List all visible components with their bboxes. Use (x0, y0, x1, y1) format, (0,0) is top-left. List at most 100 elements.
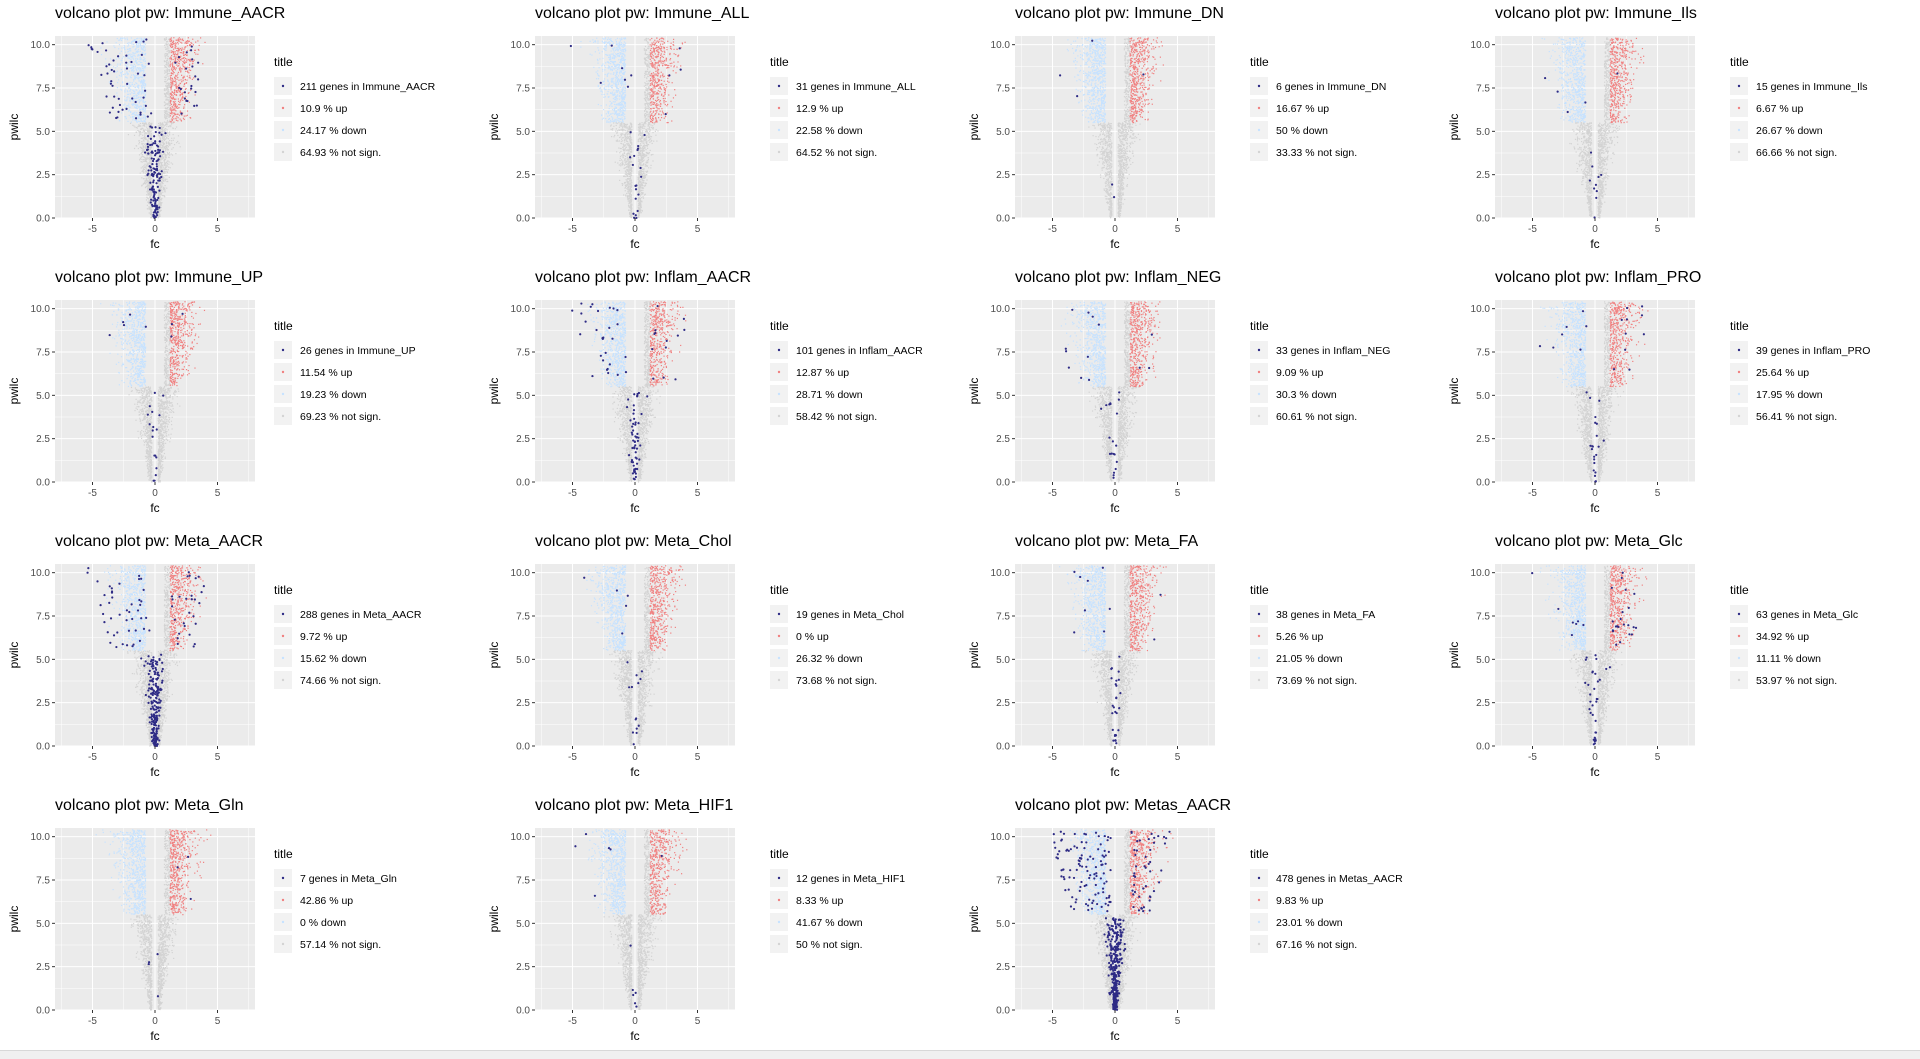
pathway-gene-point (111, 592, 113, 594)
pathway-gene-point (203, 585, 205, 587)
legend-key-dot (1258, 877, 1260, 879)
pathway-gene-point (161, 170, 163, 172)
pathway-gene-point (150, 166, 152, 168)
y-tick-label: 7.5 (996, 348, 1010, 359)
pathway-gene-point (158, 714, 160, 716)
pathway-gene-point (158, 414, 160, 416)
pathway-gene-point (189, 575, 191, 577)
pathway-gene-point (635, 188, 637, 190)
pathway-gene-point (1612, 629, 1614, 631)
pathway-gene-point (651, 348, 653, 350)
legend-entry: 11.54 % up (300, 367, 353, 379)
legend-entry: 12.9 % up (796, 103, 843, 115)
pathway-gene-point (178, 633, 180, 635)
legend-key-dot (1258, 349, 1260, 351)
legend-title: title (274, 319, 293, 333)
legend-entry: 64.52 % not sign. (796, 147, 877, 159)
legend-entry: 63 genes in Meta_Glc (1756, 609, 1858, 621)
pathway-gene-point (637, 422, 639, 424)
pathway-gene-point (155, 131, 157, 133)
pathway-gene-point (1139, 367, 1141, 369)
y-tick-label: 10.0 (1471, 304, 1491, 315)
pathway-gene-point (652, 378, 654, 380)
pathway-gene-point (570, 45, 572, 47)
pathway-gene-point (637, 147, 639, 149)
chart-title: volcano plot pw: Inflam_NEG (1015, 269, 1221, 286)
legend-title: title (1730, 55, 1749, 69)
pathway-gene-point (153, 743, 155, 745)
pathway-gene-point (626, 406, 628, 408)
pathway-gene-point (191, 58, 193, 60)
pathway-gene-point (1114, 735, 1116, 737)
legend-entry: 288 genes in Meta_AACR (300, 609, 422, 621)
pathway-gene-point (195, 623, 197, 625)
pathway-gene-point (153, 454, 155, 456)
pathway-gene-point (1088, 899, 1090, 901)
pathway-gene-point (1117, 729, 1119, 731)
pathway-gene-point (153, 724, 155, 726)
pathway-gene-point (1108, 927, 1110, 929)
pathway-gene-point (1087, 580, 1089, 582)
pathway-gene-point (102, 613, 104, 615)
pathway-gene-point (149, 423, 151, 425)
pathway-gene-point (151, 188, 153, 190)
pathway-gene-point (1593, 739, 1595, 741)
y-tick-label: 10.0 (991, 568, 1011, 579)
pathway-gene-point (1567, 111, 1569, 113)
pathway-gene-point (1076, 847, 1078, 849)
x-tick-label: 0 (1112, 1016, 1118, 1027)
pathway-gene-point (111, 596, 113, 598)
pathway-gene-point (1595, 454, 1597, 456)
pathway-gene-point (1585, 325, 1587, 327)
legend-key-dot (778, 371, 780, 373)
pathway-gene-point (109, 642, 111, 644)
legend-key-dot (282, 151, 284, 153)
pathway-gene-point (156, 730, 158, 732)
pathway-gene-point (1119, 929, 1121, 931)
pathway-gene-point (637, 440, 639, 442)
legend-entry: 11.11 % down (1756, 653, 1821, 665)
pathway-gene-point (639, 444, 641, 446)
pathway-gene-point (198, 602, 200, 604)
pathway-gene-point (147, 689, 149, 691)
y-tick-label: 7.5 (36, 876, 50, 887)
pathway-gene-point (1575, 623, 1577, 625)
legend-title: title (274, 847, 293, 861)
pathway-gene-point (1088, 877, 1090, 879)
pathway-gene-point (1153, 842, 1155, 844)
pathway-gene-point (159, 140, 161, 142)
y-tick-label: 7.5 (36, 348, 50, 359)
legend-entry: 64.93 % not sign. (300, 147, 381, 159)
legend-entry: 58.42 % not sign. (796, 411, 877, 423)
pathway-gene-point (1138, 896, 1140, 898)
pathway-gene-point (1085, 866, 1087, 868)
legend-key-dot (1738, 129, 1740, 131)
pathway-gene-point (143, 628, 145, 630)
pathway-gene-point (1158, 881, 1160, 883)
y-tick-label: 0.0 (36, 1006, 50, 1017)
pathway-gene-point (1633, 626, 1635, 628)
pathway-gene-point (139, 114, 141, 116)
legend-key-dot (282, 899, 284, 901)
pathway-gene-point (190, 49, 192, 51)
pathway-gene-point (633, 447, 635, 449)
y-tick-label: 7.5 (996, 876, 1010, 887)
pathway-gene-point (1092, 316, 1094, 318)
legend-entry: 50 % not sign. (796, 939, 863, 951)
pathway-gene-point (156, 428, 158, 430)
x-tick-label: 0 (632, 488, 638, 499)
pathway-gene-point (1111, 667, 1113, 669)
pathway-gene-point (591, 303, 593, 305)
x-tick-label: -5 (568, 488, 577, 499)
y-tick-label: 0.0 (516, 478, 530, 489)
pathway-gene-point (1102, 567, 1104, 569)
pathway-gene-point (1100, 877, 1102, 879)
pathway-gene-point (1106, 954, 1108, 956)
